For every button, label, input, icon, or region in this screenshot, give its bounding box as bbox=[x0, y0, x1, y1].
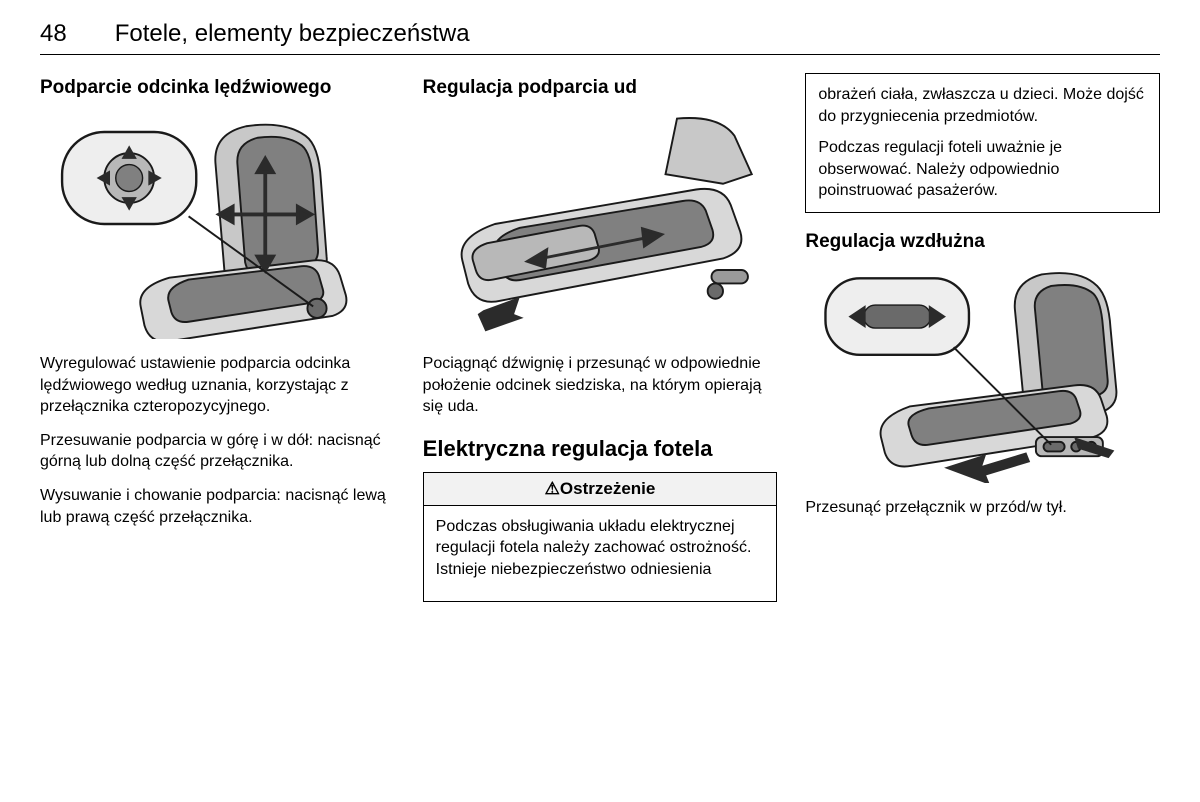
longitudinal-title: Regulacja wzdłużna bbox=[805, 231, 1160, 253]
longitudinal-illustration bbox=[805, 263, 1160, 483]
electrical-title: Elektryczna regulacja fotela bbox=[423, 436, 778, 462]
thigh-illustration bbox=[423, 109, 778, 339]
warning-title: ⚠Ostrzeżenie bbox=[424, 473, 777, 506]
warning-continuation: obrażeń ciała, zwłaszcza u dzieci. Może … bbox=[805, 73, 1160, 213]
warning-body: Podczas obsługiwania układu elektrycznej… bbox=[424, 506, 777, 601]
warning-icon: ⚠ bbox=[545, 479, 560, 498]
lumbar-p3: Wysuwanie i chowanie podparcia: nacisnąć… bbox=[40, 485, 395, 528]
column-2: Regulacja podparcia ud bbox=[423, 73, 778, 602]
warning-label: Ostrzeżenie bbox=[560, 479, 655, 498]
content-columns: Podparcie odcinka lędźwiowego bbox=[40, 73, 1160, 602]
warning-box: ⚠Ostrzeżenie Podczas obsługiwania układu… bbox=[423, 472, 778, 602]
lumbar-illustration bbox=[40, 109, 395, 339]
column-1: Podparcie odcinka lędźwiowego bbox=[40, 73, 395, 602]
column-3: obrażeń ciała, zwłaszcza u dzieci. Może … bbox=[805, 73, 1160, 602]
page-number: 48 bbox=[40, 20, 67, 48]
lumbar-title: Podparcie odcinka lędźwiowego bbox=[40, 77, 395, 99]
warn-cont-1: obrażeń ciała, zwłaszcza u dzieci. Może … bbox=[818, 84, 1147, 127]
page-header: 48 Fotele, elementy bezpieczeństwa bbox=[40, 20, 1160, 55]
warning-text: Podczas obsługiwania układu elektrycznej… bbox=[436, 516, 765, 581]
thigh-p1: Pociągnąć dźwignię i przesunąć w odpowie… bbox=[423, 353, 778, 418]
thigh-title: Regulacja podparcia ud bbox=[423, 77, 778, 99]
lumbar-p2: Przesuwanie podparcia w górę i w dół: na… bbox=[40, 430, 395, 473]
chapter-title: Fotele, elementy bezpieczeństwa bbox=[115, 20, 470, 48]
warn-cont-2: Podczas regulacji foteli uważnie je obse… bbox=[818, 137, 1147, 202]
longitudinal-p1: Przesunąć przełącznik w przód/w tył. bbox=[805, 497, 1160, 519]
lumbar-p1: Wyregulować ustawienie podparcia odcinka… bbox=[40, 353, 395, 418]
